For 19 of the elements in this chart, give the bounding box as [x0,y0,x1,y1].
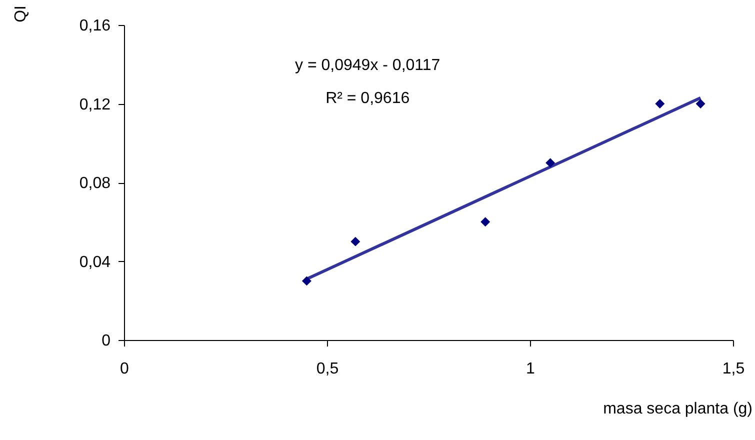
x-axis-title: masa seca planta (g) [603,400,752,418]
point [350,236,360,246]
annotation: y = 0,0949x - 0,0117 [295,57,440,74]
x-tick-label: 1,5 [722,360,745,378]
point [655,99,665,108]
y-tick-label: 0,16 [79,18,111,34]
y-tick-label: 0,12 [79,96,111,114]
y-tick-label: 0,04 [79,254,111,271]
point [546,158,556,168]
y-tick-label: 0,08 [79,175,111,192]
x-tick-label: 0 [120,360,130,378]
point [480,217,490,227]
point [696,99,706,108]
y-tick-label: 0 [102,332,111,350]
x-tick-label: 1 [526,360,536,378]
y-axis-title: QI [12,6,30,22]
point [302,276,312,286]
annotation: R² = 0,9616 [326,90,410,107]
x-tick-label: 0,5 [316,360,339,378]
